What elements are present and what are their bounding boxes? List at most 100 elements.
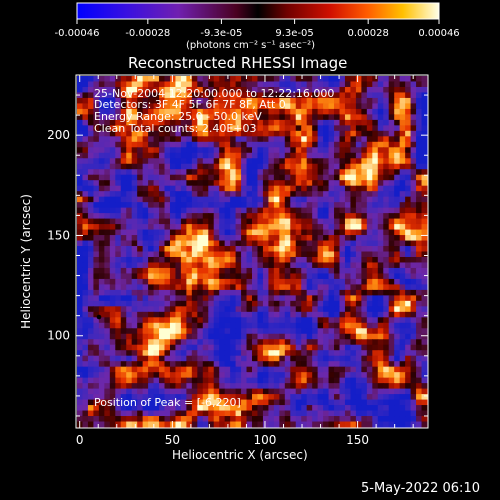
heatmap-cell (334, 394, 341, 401)
heatmap-cell (312, 278, 319, 285)
heatmap-cell (93, 383, 100, 390)
heatmap-cell (142, 108, 149, 115)
heatmap-cell (159, 240, 166, 247)
heatmap-cell (372, 136, 379, 143)
heatmap-cell (120, 306, 127, 313)
heatmap-cell (323, 377, 330, 384)
heatmap-cell (306, 355, 313, 362)
heatmap-cell (317, 169, 324, 176)
heatmap-cell (312, 377, 319, 384)
heatmap-cell (284, 103, 291, 110)
heatmap-cell (372, 97, 379, 105)
heatmap-cell (284, 295, 291, 302)
heatmap-cell (98, 405, 105, 412)
heatmap-cell (197, 103, 204, 110)
heatmap-cell (213, 300, 220, 307)
heatmap-cell (126, 267, 133, 275)
heatmap-cell (301, 361, 308, 368)
heatmap-cell (405, 119, 412, 126)
heatmap-cell (131, 295, 138, 302)
heatmap-cell (159, 141, 166, 148)
heatmap-cell (383, 388, 390, 395)
heatmap-cell (323, 185, 330, 192)
heatmap-cell (262, 399, 270, 406)
heatmap-cell (224, 180, 231, 187)
heatmap-cell (355, 114, 362, 121)
heatmap-cell (246, 295, 253, 302)
heatmap-cell (361, 388, 368, 395)
heatmap-cell (131, 229, 138, 236)
heatmap-cell (208, 119, 215, 126)
heatmap-cell (104, 416, 111, 423)
heatmap-cell (148, 147, 155, 154)
heatmap-cell (180, 229, 187, 236)
heatmap-cell (388, 108, 395, 115)
heatmap-cell (197, 416, 204, 423)
heatmap-cell (224, 97, 231, 105)
heatmap-cell (213, 229, 220, 236)
heatmap-cell (246, 180, 253, 187)
heatmap-cell (191, 273, 198, 280)
heatmap-cell (213, 130, 220, 137)
heatmap-cell (235, 262, 242, 269)
heatmap-cell (175, 202, 182, 209)
heatmap-cell (279, 136, 286, 143)
heatmap-cell (416, 267, 423, 275)
heatmap-cell (366, 213, 373, 220)
heatmap-cell (104, 136, 111, 143)
heatmap-cell (202, 383, 209, 390)
heatmap-cell (202, 267, 209, 275)
heatmap-cell (186, 421, 193, 428)
heatmap-cell (339, 284, 346, 291)
heatmap-cell (334, 361, 341, 368)
heatmap-cell (273, 92, 280, 99)
heatmap-cell (383, 251, 390, 258)
heatmap-cell (372, 108, 379, 115)
heatmap-cell (219, 202, 226, 209)
heatmap-cell (416, 246, 423, 253)
heatmap-cell (197, 377, 204, 384)
heatmap-cell (191, 141, 198, 148)
heatmap-cell (120, 108, 127, 115)
heatmap-cell (169, 235, 177, 242)
heatmap-cell (416, 141, 423, 148)
heatmap-cell (295, 322, 302, 329)
heatmap-cell (372, 180, 379, 187)
heatmap-cell (262, 213, 270, 220)
heatmap-cell (131, 251, 138, 258)
heatmap-cell (142, 136, 149, 143)
heatmap-cell (148, 174, 155, 181)
heatmap-cell (317, 311, 324, 318)
heatmap-cell (377, 410, 384, 417)
heatmap-cell (142, 114, 149, 121)
heatmap-cell (197, 163, 204, 170)
heatmap-cell (290, 306, 297, 313)
heatmap-cell (126, 366, 133, 373)
heatmap-cell (339, 256, 346, 264)
heatmap-cell (301, 152, 308, 159)
heatmap-cell (180, 130, 187, 137)
heatmap-cell (235, 229, 242, 236)
heatmap-cell (328, 92, 335, 99)
heatmap-cell (180, 344, 187, 351)
heatmap-cell (252, 372, 259, 379)
heatmap-cell (317, 383, 324, 390)
heatmap-cell (350, 92, 357, 99)
heatmap-cell (197, 262, 204, 269)
heatmap-cell (273, 130, 280, 137)
heatmap-cell (252, 416, 259, 423)
heatmap-cell (355, 273, 362, 280)
heatmap-cell (180, 185, 187, 192)
heatmap-cell (115, 394, 122, 401)
heatmap-cell (312, 361, 319, 368)
heatmap-cell (246, 240, 253, 247)
heatmap-cell (317, 191, 324, 198)
heatmap-cell (361, 213, 368, 220)
heatmap-cell (284, 196, 291, 203)
heatmap-cell (120, 136, 127, 143)
heatmap-cell (159, 202, 166, 209)
heatmap-cell (394, 169, 401, 176)
heatmap-cell (82, 136, 89, 143)
heatmap-cell (109, 421, 116, 428)
heatmap-cell (372, 278, 379, 285)
